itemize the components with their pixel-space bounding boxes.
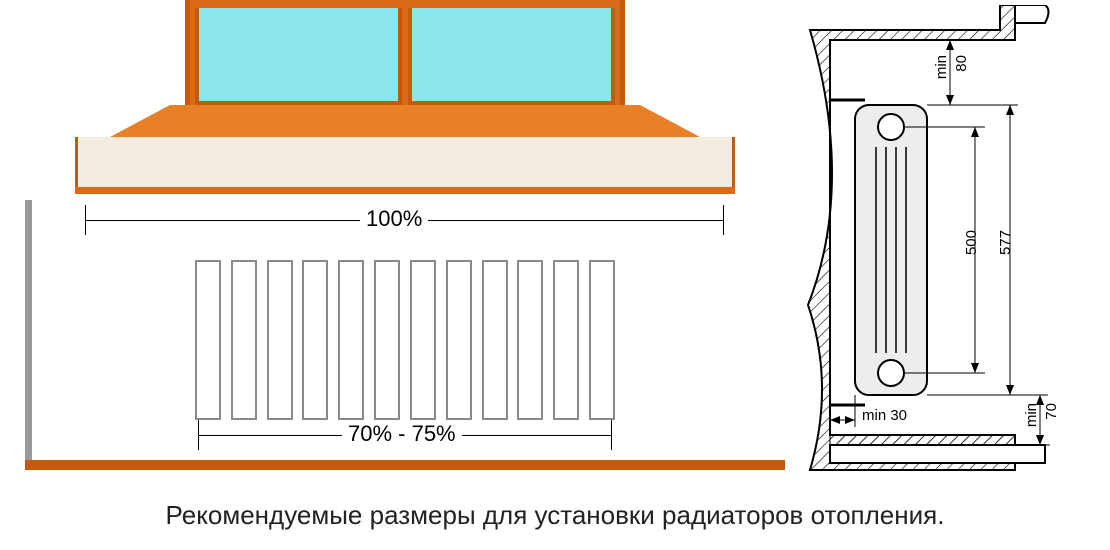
dim-tick <box>723 205 724 235</box>
radiator-fin <box>446 260 472 420</box>
radiator-front <box>195 260 615 420</box>
label-gap-top: 80 <box>953 55 970 72</box>
radiator-fin <box>195 260 221 420</box>
radiator-fin <box>482 260 508 420</box>
radiator-fin <box>374 260 400 420</box>
label-gap-bottom: 70 <box>1043 403 1060 420</box>
sill-angled <box>170 105 640 137</box>
side-section-diagram: min 80 500 577 min 30 min 70 <box>800 5 1100 485</box>
label-gap-bottom-prefix: min <box>1023 403 1040 427</box>
window-pane-right <box>408 8 615 105</box>
sill-slope-left <box>110 105 170 137</box>
label-height-inner: 500 <box>963 230 980 255</box>
radiator-fin <box>338 260 364 420</box>
label-gap-top-prefix: min <box>933 55 950 79</box>
sill-shadow-line <box>75 187 735 194</box>
wall-edge <box>25 200 32 468</box>
dim-label-radiator: 70% - 75% <box>342 421 462 447</box>
radiator-fin <box>231 260 257 420</box>
sill-face <box>75 137 735 187</box>
radiator-fin <box>410 260 436 420</box>
radiator-fin <box>267 260 293 420</box>
radiator-fin <box>517 260 543 420</box>
label-height-outer: 577 <box>997 230 1014 255</box>
dim-label-sill: 100% <box>360 206 428 232</box>
radiator-fin <box>589 260 615 420</box>
front-elevation-diagram: 100% 70% - 75% <box>25 0 785 480</box>
label-gap-wall: min 30 <box>862 407 907 424</box>
window-pane-left <box>195 8 402 105</box>
caption-text: Рекомендуемые размеры для установки ради… <box>0 500 1110 531</box>
sill-slope-right <box>640 105 700 137</box>
radiator-fin <box>553 260 579 420</box>
radiator-fin <box>302 260 328 420</box>
floor-line <box>25 460 785 470</box>
